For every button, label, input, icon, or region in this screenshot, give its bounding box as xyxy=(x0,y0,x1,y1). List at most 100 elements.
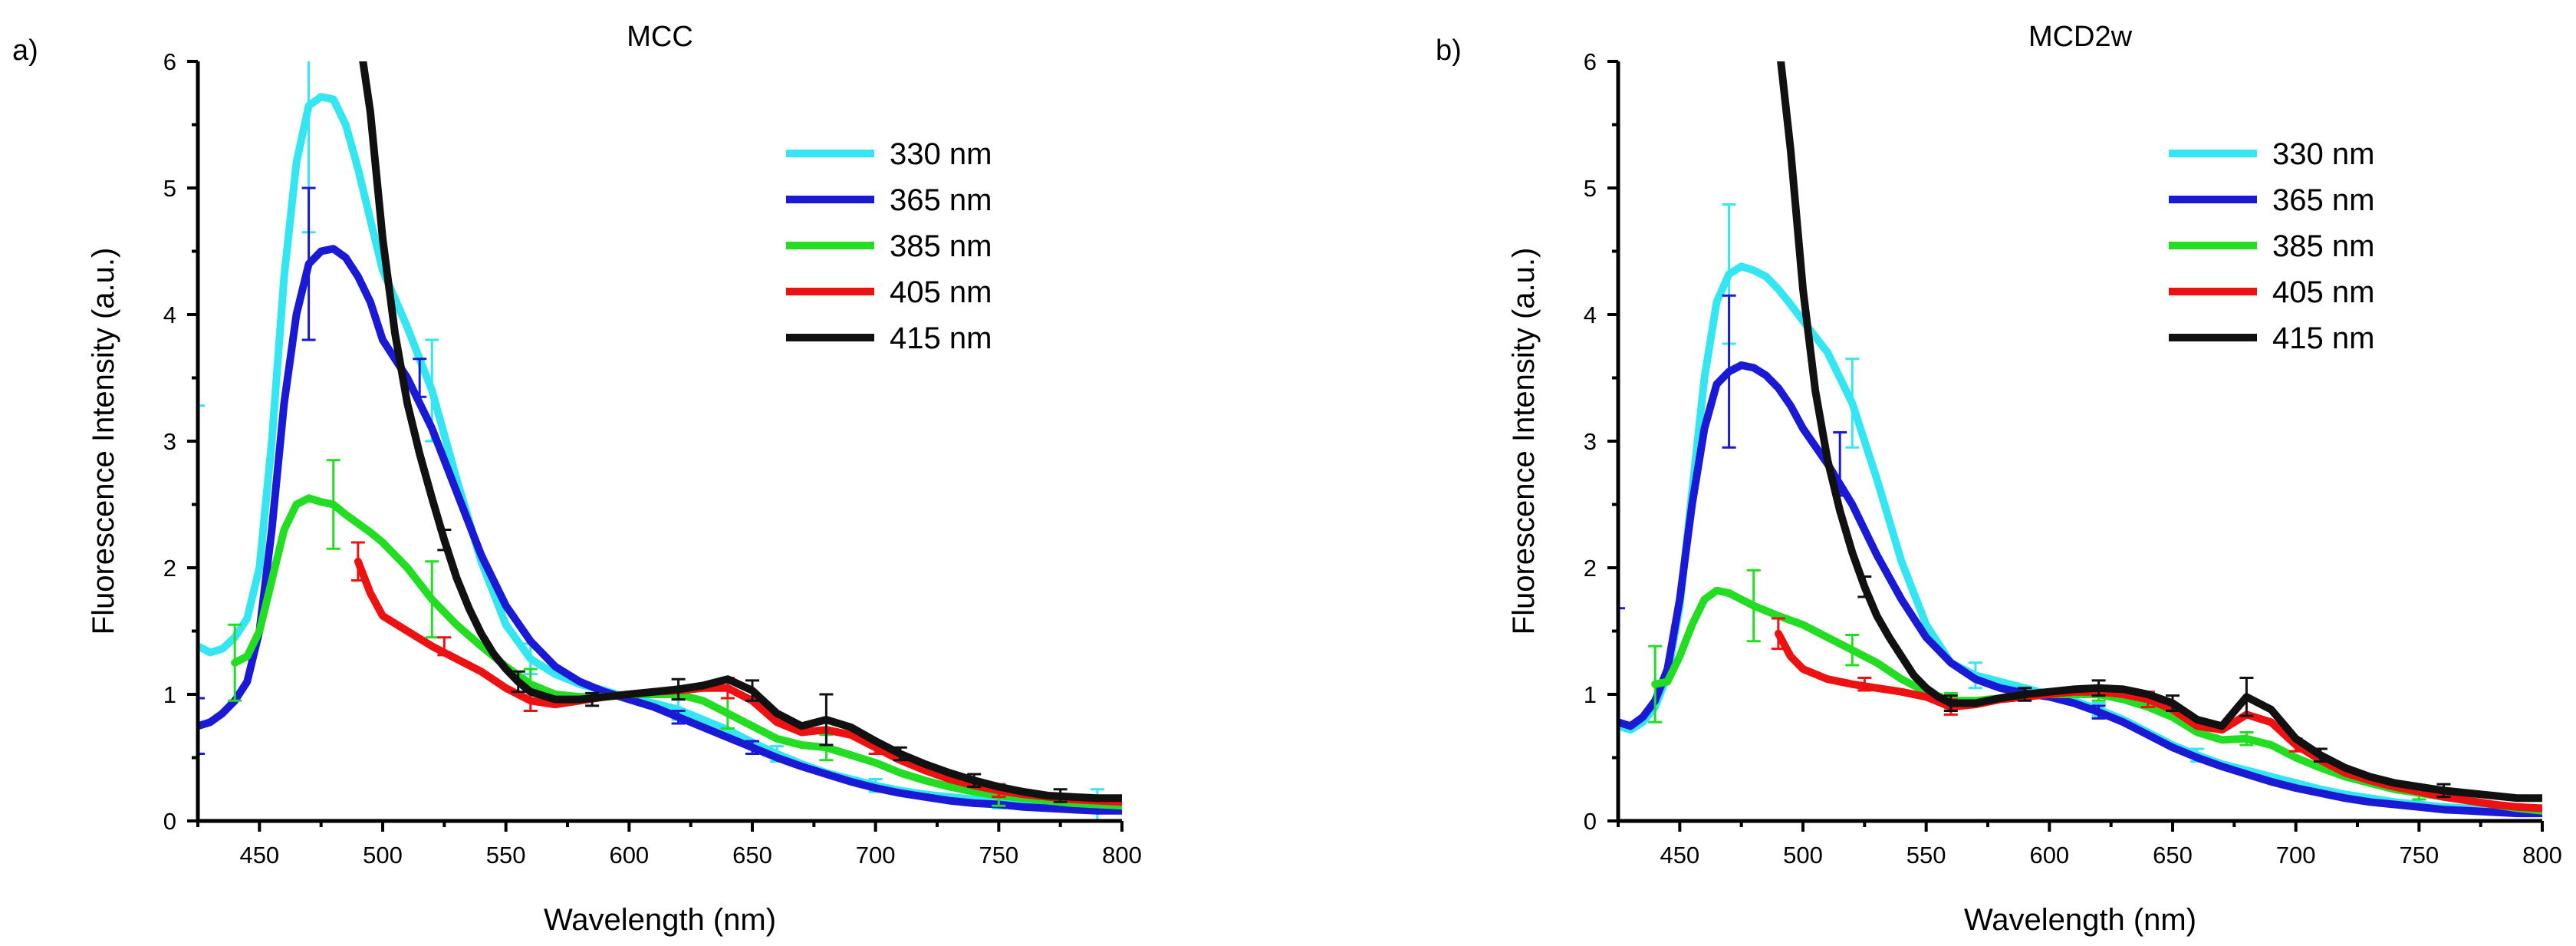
error-bar xyxy=(511,670,525,694)
y-tick-label: 5 xyxy=(1584,175,1597,202)
legend-item: 330 nm xyxy=(786,137,992,171)
error-bar xyxy=(2091,679,2106,697)
series-line-365-nm xyxy=(198,245,1122,815)
x-tick-label: 650 xyxy=(732,842,772,869)
chart-panel-a: 450 500 550 600 650 700 750 800 0 1 2 3 4 5 6 MCC a) Wave… xyxy=(12,21,1142,937)
y-tick-label: 0 xyxy=(163,808,176,835)
error-bar xyxy=(671,677,686,701)
legend-item: 385 nm xyxy=(2169,229,2374,263)
error-bar xyxy=(198,404,205,821)
legend-label: 405 nm xyxy=(890,275,992,309)
legend: 330 nm 365 nm 385 nm 405 nm 415 nm xyxy=(786,137,992,355)
chart-title: MCC xyxy=(627,21,693,53)
error-bar xyxy=(437,529,452,552)
plot-area xyxy=(1618,61,2542,821)
series-line-385-nm xyxy=(231,494,1122,810)
error-bar xyxy=(2313,747,2328,763)
x-tick-label: 500 xyxy=(1783,842,1823,869)
legend: 330 nm 365 nm 385 nm 405 nm 415 nm xyxy=(2169,137,2374,355)
y-tick-label: 2 xyxy=(1584,555,1597,582)
x-axis-title: Wavelength (nm) xyxy=(1964,903,2196,937)
legend-label: 330 nm xyxy=(890,137,992,171)
error-bar xyxy=(2166,694,2180,712)
error-bar xyxy=(1845,633,1860,667)
series-line-330-nm xyxy=(1618,262,2542,815)
chart-panel-b: 450 500 550 600 650 700 750 800 0 1 2 3 4 5 6 MCD2w b) Wa… xyxy=(1436,21,2562,937)
x-tick-label: 550 xyxy=(1907,842,1946,869)
legend-item: 365 nm xyxy=(786,183,992,217)
legend-label: 385 nm xyxy=(2272,229,2374,263)
error-bar xyxy=(745,679,759,702)
error-bar xyxy=(2091,704,2106,720)
panel-label: b) xyxy=(1436,35,1462,67)
series-line-405-nm xyxy=(1774,629,2542,813)
x-tick-label: 750 xyxy=(2399,842,2439,869)
y-axis-title: Fluorescence Intensity (a.u.) xyxy=(87,248,120,635)
legend-item: 365 nm xyxy=(2169,183,2374,217)
error-bar xyxy=(1746,569,1761,643)
y-tick-label: 6 xyxy=(1584,48,1597,75)
legend-label: 365 nm xyxy=(890,183,992,217)
error-bar xyxy=(893,746,907,762)
error-bar xyxy=(745,740,759,756)
legend-label: 415 nm xyxy=(2272,321,2374,355)
error-bar xyxy=(2436,783,2451,799)
x-tick-label: 450 xyxy=(1660,842,1699,869)
panel-label: a) xyxy=(12,35,38,67)
error-bar xyxy=(1771,617,1785,651)
legend-label: 365 nm xyxy=(2272,183,2374,217)
x-tick-label: 650 xyxy=(2153,842,2193,869)
error-bar xyxy=(301,186,316,341)
y-tick-label: 0 xyxy=(1584,808,1597,835)
error-bar xyxy=(1857,677,1872,692)
legend-label: 415 nm xyxy=(890,321,992,355)
error-bar xyxy=(228,623,242,702)
x-tick-label: 800 xyxy=(1102,842,1142,869)
error-bar xyxy=(1857,575,1872,598)
y-tick-label: 1 xyxy=(163,681,176,708)
error-bar xyxy=(1943,694,1958,712)
y-tick-label: 6 xyxy=(163,48,176,75)
error-bar xyxy=(967,773,982,788)
x-tick-label: 600 xyxy=(2029,842,2069,869)
chart-title: MCD2w xyxy=(2028,21,2133,53)
legend-item: 415 nm xyxy=(2169,321,2374,355)
plot-area xyxy=(198,61,1122,821)
y-tick-label: 1 xyxy=(1584,681,1597,708)
legend-label: 405 nm xyxy=(2272,275,2374,309)
x-axis-title: Wavelength (nm) xyxy=(544,903,776,937)
error-bar xyxy=(437,636,452,657)
y-tick-label: 3 xyxy=(163,428,176,455)
error-bar xyxy=(1722,294,1736,449)
error-bar xyxy=(2239,731,2254,747)
legend-item: 385 nm xyxy=(786,229,992,263)
legend-label: 330 nm xyxy=(2272,137,2374,171)
legend-label: 385 nm xyxy=(890,229,992,263)
y-tick-label: 5 xyxy=(163,175,176,202)
x-tick-label: 500 xyxy=(363,842,403,869)
legend-item: 330 nm xyxy=(2169,137,2374,171)
error-bar xyxy=(2018,687,2032,702)
error-bar xyxy=(326,459,341,550)
error-bar xyxy=(585,691,600,707)
error-bar xyxy=(1648,644,1663,724)
series-line-365-nm xyxy=(1618,361,2542,818)
error-bar xyxy=(198,697,205,756)
error-bar xyxy=(350,541,365,582)
x-tick-label: 450 xyxy=(239,842,279,869)
error-bar xyxy=(1618,607,1625,821)
series-line-415-nm xyxy=(359,61,1122,803)
x-tick-label: 700 xyxy=(2276,842,2316,869)
x-tick-label: 800 xyxy=(2522,842,2562,869)
error-bar xyxy=(413,358,427,398)
error-bar xyxy=(425,560,439,639)
x-tick-label: 700 xyxy=(856,842,896,869)
y-tick-label: 2 xyxy=(163,555,176,582)
x-tick-label: 550 xyxy=(486,842,526,869)
x-tick-label: 750 xyxy=(979,842,1018,869)
y-tick-label: 4 xyxy=(163,302,176,328)
legend-item: 415 nm xyxy=(786,321,992,355)
x-tick-label: 600 xyxy=(609,842,649,869)
error-bar xyxy=(819,693,834,747)
